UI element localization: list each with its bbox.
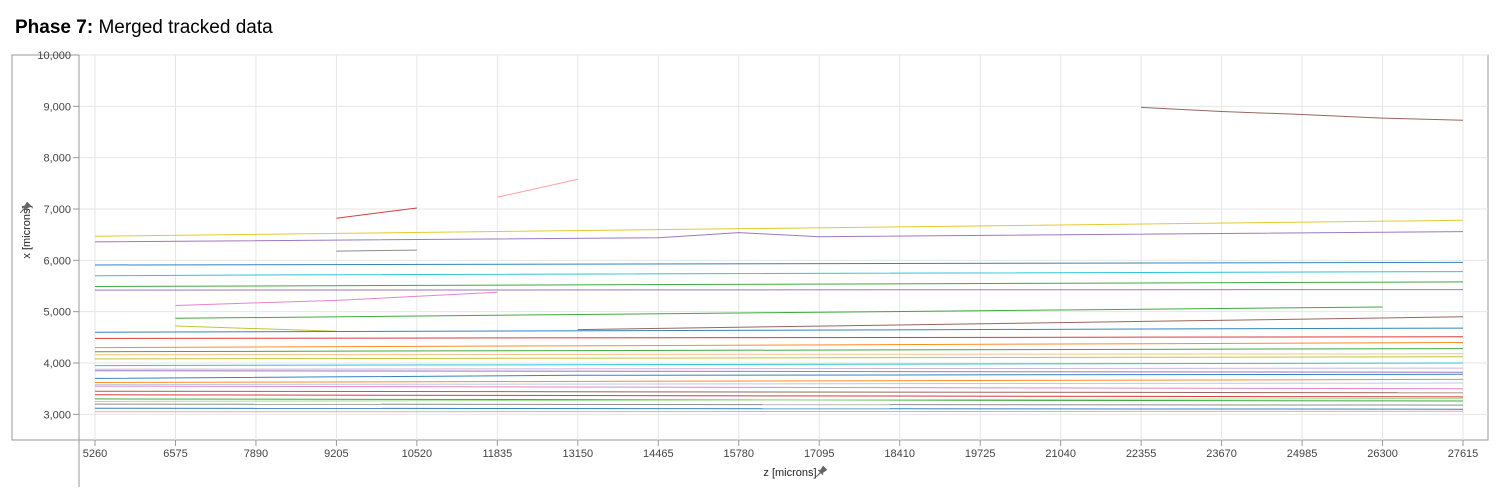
series-line[interactable] [94,348,1464,353]
x-tick-label: 21040 [1045,448,1076,460]
x-tick-label: 10520 [402,448,433,460]
pin-icon[interactable] [813,465,828,480]
series-line[interactable] [94,373,1464,379]
series-line[interactable] [94,281,1464,287]
series-line[interactable] [94,385,1464,390]
phase-label: Phase 7: [15,17,94,38]
x-tick-label: 24985 [1287,448,1318,460]
series-line[interactable] [94,289,1464,291]
series-line[interactable] [94,342,1464,349]
series-line[interactable] [94,382,1464,386]
series-line[interactable] [94,231,1464,243]
pin-icon[interactable] [17,201,32,216]
series-line[interactable] [94,378,1464,383]
series-line[interactable] [94,356,1464,360]
grid [79,54,1488,440]
y-tick-label: 5,000 [43,307,71,319]
series-line[interactable] [336,249,417,252]
series-line[interactable] [94,403,1464,406]
series-line[interactable] [1141,106,1464,121]
series-line[interactable] [94,407,1464,410]
y-tick-label: 3,000 [43,409,71,421]
y-axis-title-group: x [microns] [21,205,33,258]
x-tick-label: 9205 [324,448,348,460]
page-title: Phase 7: Merged tracked data [15,17,273,39]
series-line[interactable] [94,394,1464,398]
x-tick-label: 13150 [563,448,594,460]
x-axis-title: z [microns] [763,467,816,479]
y-tick-label: 6,000 [43,255,71,267]
series-line[interactable] [94,367,1464,370]
x-tick-label: 11835 [482,448,512,460]
y-ticks: 3,000 4,000 5,000 6,000 7,000 8,000 9,000 10,00… [37,50,79,421]
series-line[interactable] [175,306,1383,319]
x-tick-label: 19725 [965,448,996,460]
y-tick-label: 10,000 [37,50,71,62]
series-line[interactable] [336,207,417,219]
series-line[interactable] [175,291,498,306]
x-ticks: 5260 6575 7890 9205 10520 11835 13150 14465 1578… [83,440,1479,460]
series-line[interactable] [94,219,1464,237]
x-tick-label: 17095 [804,448,835,460]
x-tick-label: 14465 [643,448,674,460]
x-tick-label: 5260 [83,448,107,460]
series-line[interactable] [94,336,1464,339]
series-group [94,106,1464,413]
x-tick-label: 26300 [1367,448,1398,460]
x-tick-label: 27615 [1448,448,1479,460]
series-line[interactable] [94,397,1464,402]
x-tick-label: 6575 [163,448,187,460]
series-line[interactable] [497,178,578,198]
series-line[interactable] [94,353,1464,356]
x-tick-label: 23670 [1206,448,1237,460]
y-axis-title: x [microns] [21,205,33,258]
series-line[interactable] [577,316,1464,331]
y-tick-label: 4,000 [43,358,71,370]
series-line[interactable] [94,390,1464,394]
series-line[interactable] [94,410,1464,413]
x-tick-label: 15780 [723,448,754,460]
series-line[interactable] [94,362,1464,367]
series-line[interactable] [94,271,1464,277]
x-tick-label: 7890 [244,448,268,460]
y-tick-label: 7,000 [43,204,71,216]
x-tick-label: 18410 [884,448,915,460]
y-tick-label: 9,000 [43,101,71,113]
series-line[interactable] [94,327,1464,333]
y-tick-label: 8,000 [43,153,71,165]
series-line[interactable] [94,261,1464,266]
x-tick-label: 22355 [1126,448,1157,460]
title-text: Merged tracked data [98,17,273,38]
series-line[interactable] [175,325,337,332]
series-line[interactable] [94,370,1464,373]
